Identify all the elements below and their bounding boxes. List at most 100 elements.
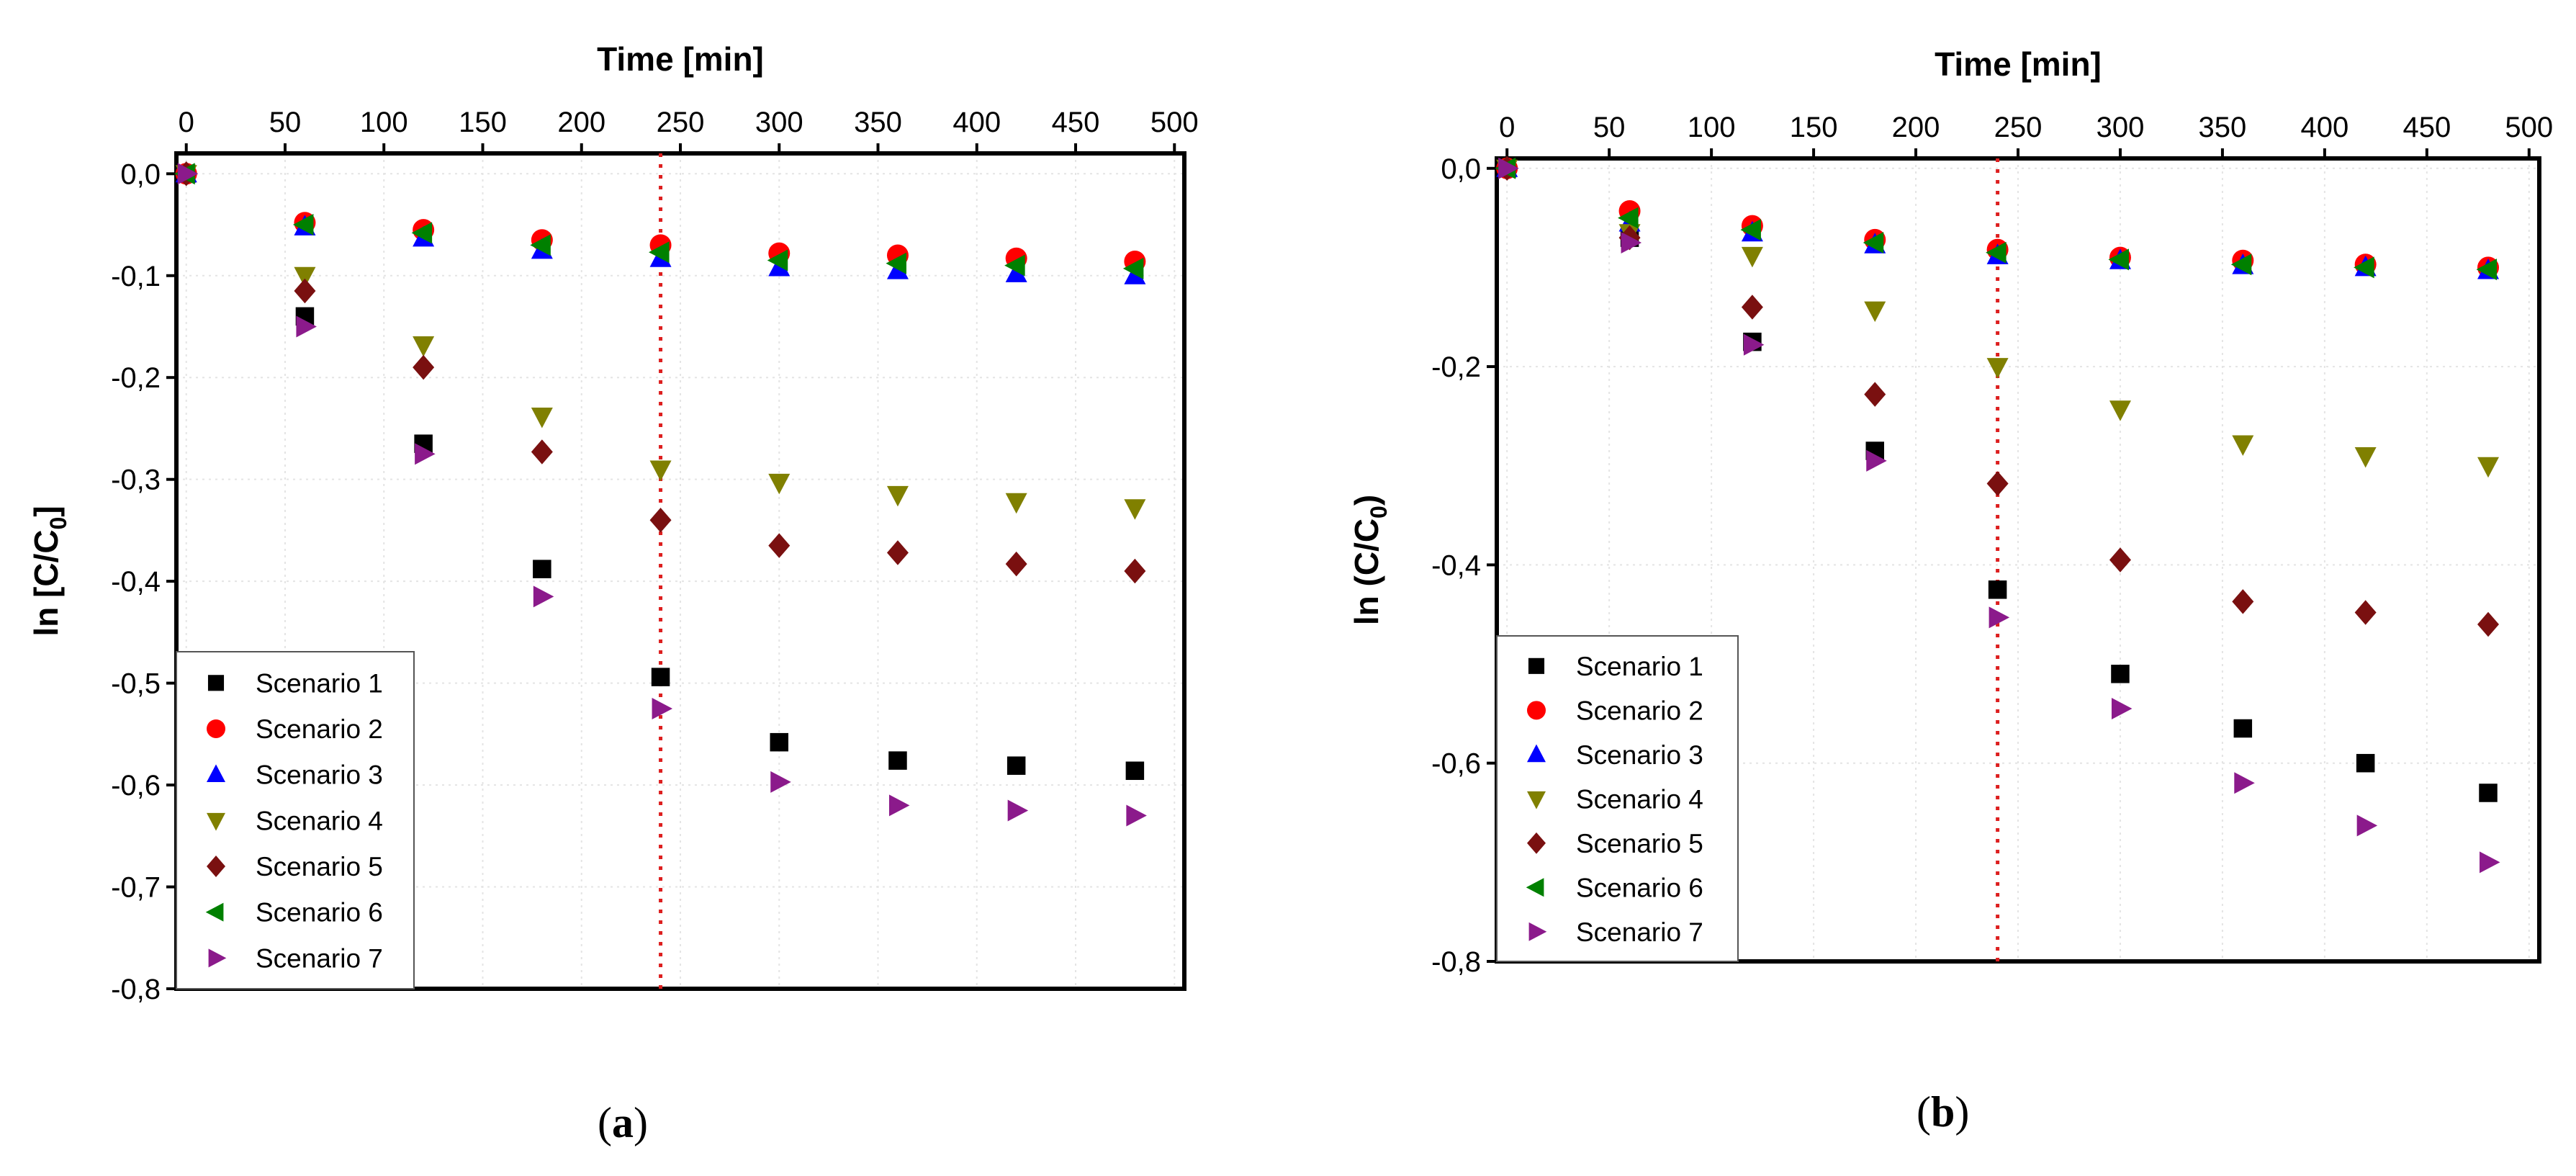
y-tick-label: -0,7 [111, 872, 161, 904]
chart-panel-b: 0 50 100 150 200 250 300 350 400 450 500 Time [min]… [1348, 45, 2553, 978]
data-point-scenario-7 [2111, 697, 2133, 719]
legend-label-scenario-5: Scenario 5 [256, 852, 383, 881]
data-point-scenario-4 [1005, 493, 1027, 514]
data-point-scenario-7 [1621, 232, 1642, 254]
x-axis-title: Time [min] [1935, 45, 2102, 83]
data-point-scenario-5 [531, 439, 553, 464]
data-point-scenario-5 [886, 540, 909, 565]
data-point-scenario-1 [2233, 719, 2253, 738]
legend: Scenario 1 Scenario 2 Scenario 3 Scenario 4… [1496, 635, 1739, 962]
data-point-scenario-6 [886, 252, 906, 274]
data-point-scenario-7 [888, 794, 910, 817]
data-point-scenario-7 [1498, 157, 1519, 179]
data-point-scenario-1 [888, 751, 907, 770]
data-point-scenario-5 [1986, 471, 2009, 496]
y-tick-label: -0,4 [111, 566, 161, 598]
data-point-scenario-1 [2111, 665, 2130, 683]
data-point-scenario-5 [2232, 589, 2254, 614]
legend-marker-scenario-4 [1527, 791, 1546, 809]
x-tick-label: 450 [2402, 112, 2451, 143]
data-point-scenario-5 [649, 508, 672, 533]
y-tick-label: 0,0 [120, 158, 161, 190]
legend-marker-scenario-7 [208, 948, 227, 968]
data-point-scenario-6 [2476, 259, 2498, 281]
legend-label-scenario-2: Scenario 2 [1576, 696, 1703, 725]
y-axis-title-main: ln [C/C [27, 529, 65, 636]
data-point-scenario-5 [1124, 558, 1146, 584]
data-point-scenario-6 [411, 222, 433, 244]
data-point-scenario-6 [1863, 232, 1884, 254]
data-point-scenario-4 [2354, 446, 2377, 468]
data-point-scenario-1 [1006, 756, 1026, 775]
data-point-scenario-3 [1005, 261, 1027, 282]
x-tick-label: 400 [2301, 112, 2349, 143]
data-point-scenario-1 [2356, 753, 2375, 773]
data-point-scenario-7 [177, 163, 199, 185]
legend-marker-scenario-7 [1528, 922, 1547, 941]
data-point-scenario-7 [1007, 799, 1029, 822]
data-point-scenario-5 [2109, 547, 2131, 573]
series-scenario-7 [177, 163, 1147, 827]
y-tick-label: -0,4 [1431, 549, 1481, 581]
legend-label-scenario-6: Scenario 6 [256, 898, 383, 928]
x-tick-label: 250 [657, 107, 705, 138]
x-tick-label: 200 [557, 107, 605, 138]
legend-marker-scenario-6 [1526, 878, 1544, 897]
y-tick-label: -0,8 [111, 974, 161, 1005]
legend-label-scenario-3: Scenario 3 [256, 760, 383, 790]
y-tick-label: -0,6 [1431, 748, 1481, 780]
data-point-scenario-6 [1740, 219, 1761, 241]
legend-label-scenario-4: Scenario 4 [256, 806, 383, 835]
x-tick-label: 50 [1593, 112, 1626, 143]
data-point-scenario-5 [2477, 611, 2500, 637]
data-point-scenario-7 [1989, 606, 2010, 629]
data-point-scenario-4 [413, 336, 435, 357]
series-scenario-7 [1498, 157, 2500, 874]
data-point-scenario-7 [1126, 804, 1147, 827]
data-point-scenario-6 [292, 214, 314, 236]
x-tick-label: 500 [1150, 107, 1199, 138]
y-axis-title-close: ] [27, 506, 65, 516]
x-tick-label: 250 [1994, 112, 2043, 143]
y-tick-label: 0,0 [1441, 153, 1481, 185]
data-point-scenario-7 [2356, 814, 2378, 837]
data-point-scenario-5 [2354, 600, 2377, 625]
y-tick-label: -0,2 [1431, 351, 1481, 383]
y-axis-title-subscript: 0 [1366, 506, 1392, 519]
legend-label-scenario-7: Scenario 7 [256, 943, 383, 973]
x-tick-label: 300 [2097, 112, 2145, 143]
legend-marker-scenario-1 [207, 675, 225, 691]
x-tick-label: 150 [1790, 112, 1838, 143]
legend-marker-scenario-5 [1527, 832, 1546, 854]
y-tick-label: -0,2 [111, 362, 161, 394]
data-point-scenario-7 [2234, 772, 2255, 794]
x-tick-label: 300 [755, 107, 803, 138]
data-point-scenario-4 [294, 266, 316, 288]
data-point-scenario-4 [2109, 400, 2131, 421]
x-tick-label: 200 [1892, 112, 1940, 143]
data-point-scenario-6 [649, 241, 670, 264]
legend-label-scenario-4: Scenario 4 [1576, 784, 1703, 814]
data-point-scenario-1 [2479, 784, 2498, 802]
data-point-scenario-7 [652, 697, 673, 719]
legend-label-scenario-5: Scenario 5 [1576, 829, 1703, 858]
legend-marker-scenario-2 [1527, 701, 1546, 720]
data-point-scenario-6 [2108, 248, 2129, 271]
data-point-scenario-7 [770, 771, 791, 793]
legend-label-scenario-3: Scenario 3 [1576, 740, 1703, 770]
panel-label-b: (b) [1917, 1088, 1970, 1136]
series-scenario-6 [174, 163, 1144, 279]
x-axis-title: Time [min] [597, 40, 764, 78]
data-point-scenario-6 [1618, 207, 1639, 229]
data-point-scenario-6 [2354, 256, 2374, 279]
data-point-scenario-4 [1986, 358, 2009, 379]
y-tick-label: -0,8 [1431, 946, 1481, 978]
data-point-scenario-6 [1004, 254, 1025, 277]
data-point-scenario-6 [530, 234, 551, 256]
legend-label-scenario-1: Scenario 1 [256, 668, 383, 698]
series-scenario-3 [1496, 156, 2500, 279]
legend-label-scenario-1: Scenario 1 [1576, 652, 1703, 681]
y-axis-title: ln (C/C0) [1348, 495, 1392, 625]
legend-marker-scenario-2 [207, 719, 225, 738]
x-tick-label: 450 [1052, 107, 1100, 138]
